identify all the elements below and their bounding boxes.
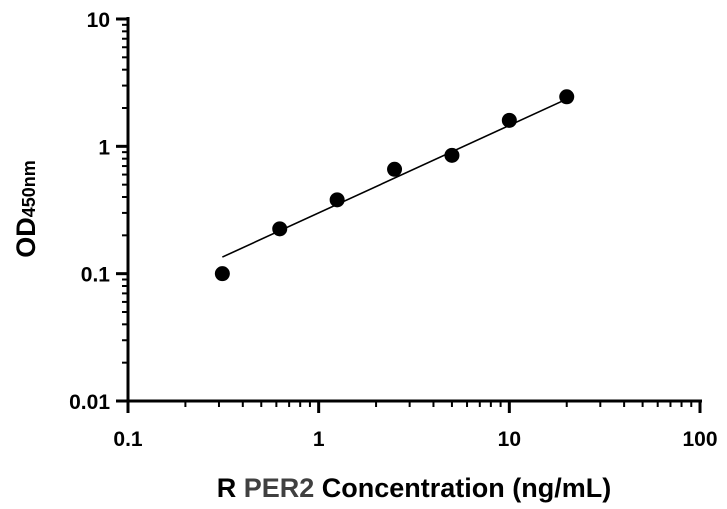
x-tick-label: 100	[682, 428, 717, 451]
x-tick-label: 10	[498, 428, 521, 451]
y-tick-label: 0.01	[69, 391, 110, 414]
y-tick-label: 1	[98, 136, 110, 159]
data-point	[559, 89, 575, 105]
y-axis-title-main: OD	[11, 217, 41, 258]
x-axis-title: R PER2 Concentration (ng/mL)	[217, 473, 612, 503]
x-axis-title-analyte: PER2	[244, 473, 315, 503]
y-axis-title-subscript: 450nm	[19, 160, 39, 217]
data-point	[272, 221, 288, 237]
data-point	[387, 161, 403, 177]
data-point	[501, 112, 517, 128]
data-point	[329, 192, 345, 208]
y-tick-label: 0.1	[81, 264, 111, 287]
x-axis-title-suffix: Concentration (ng/mL)	[314, 473, 611, 503]
y-axis-title: OD450nm	[11, 160, 41, 258]
y-tick-label: 10	[87, 9, 110, 32]
x-axis-title-prefix: R	[217, 473, 244, 503]
data-point	[444, 147, 460, 163]
x-tick-label: 1	[313, 428, 325, 451]
x-tick-label: 0.1	[113, 428, 143, 451]
data-point	[214, 266, 230, 282]
